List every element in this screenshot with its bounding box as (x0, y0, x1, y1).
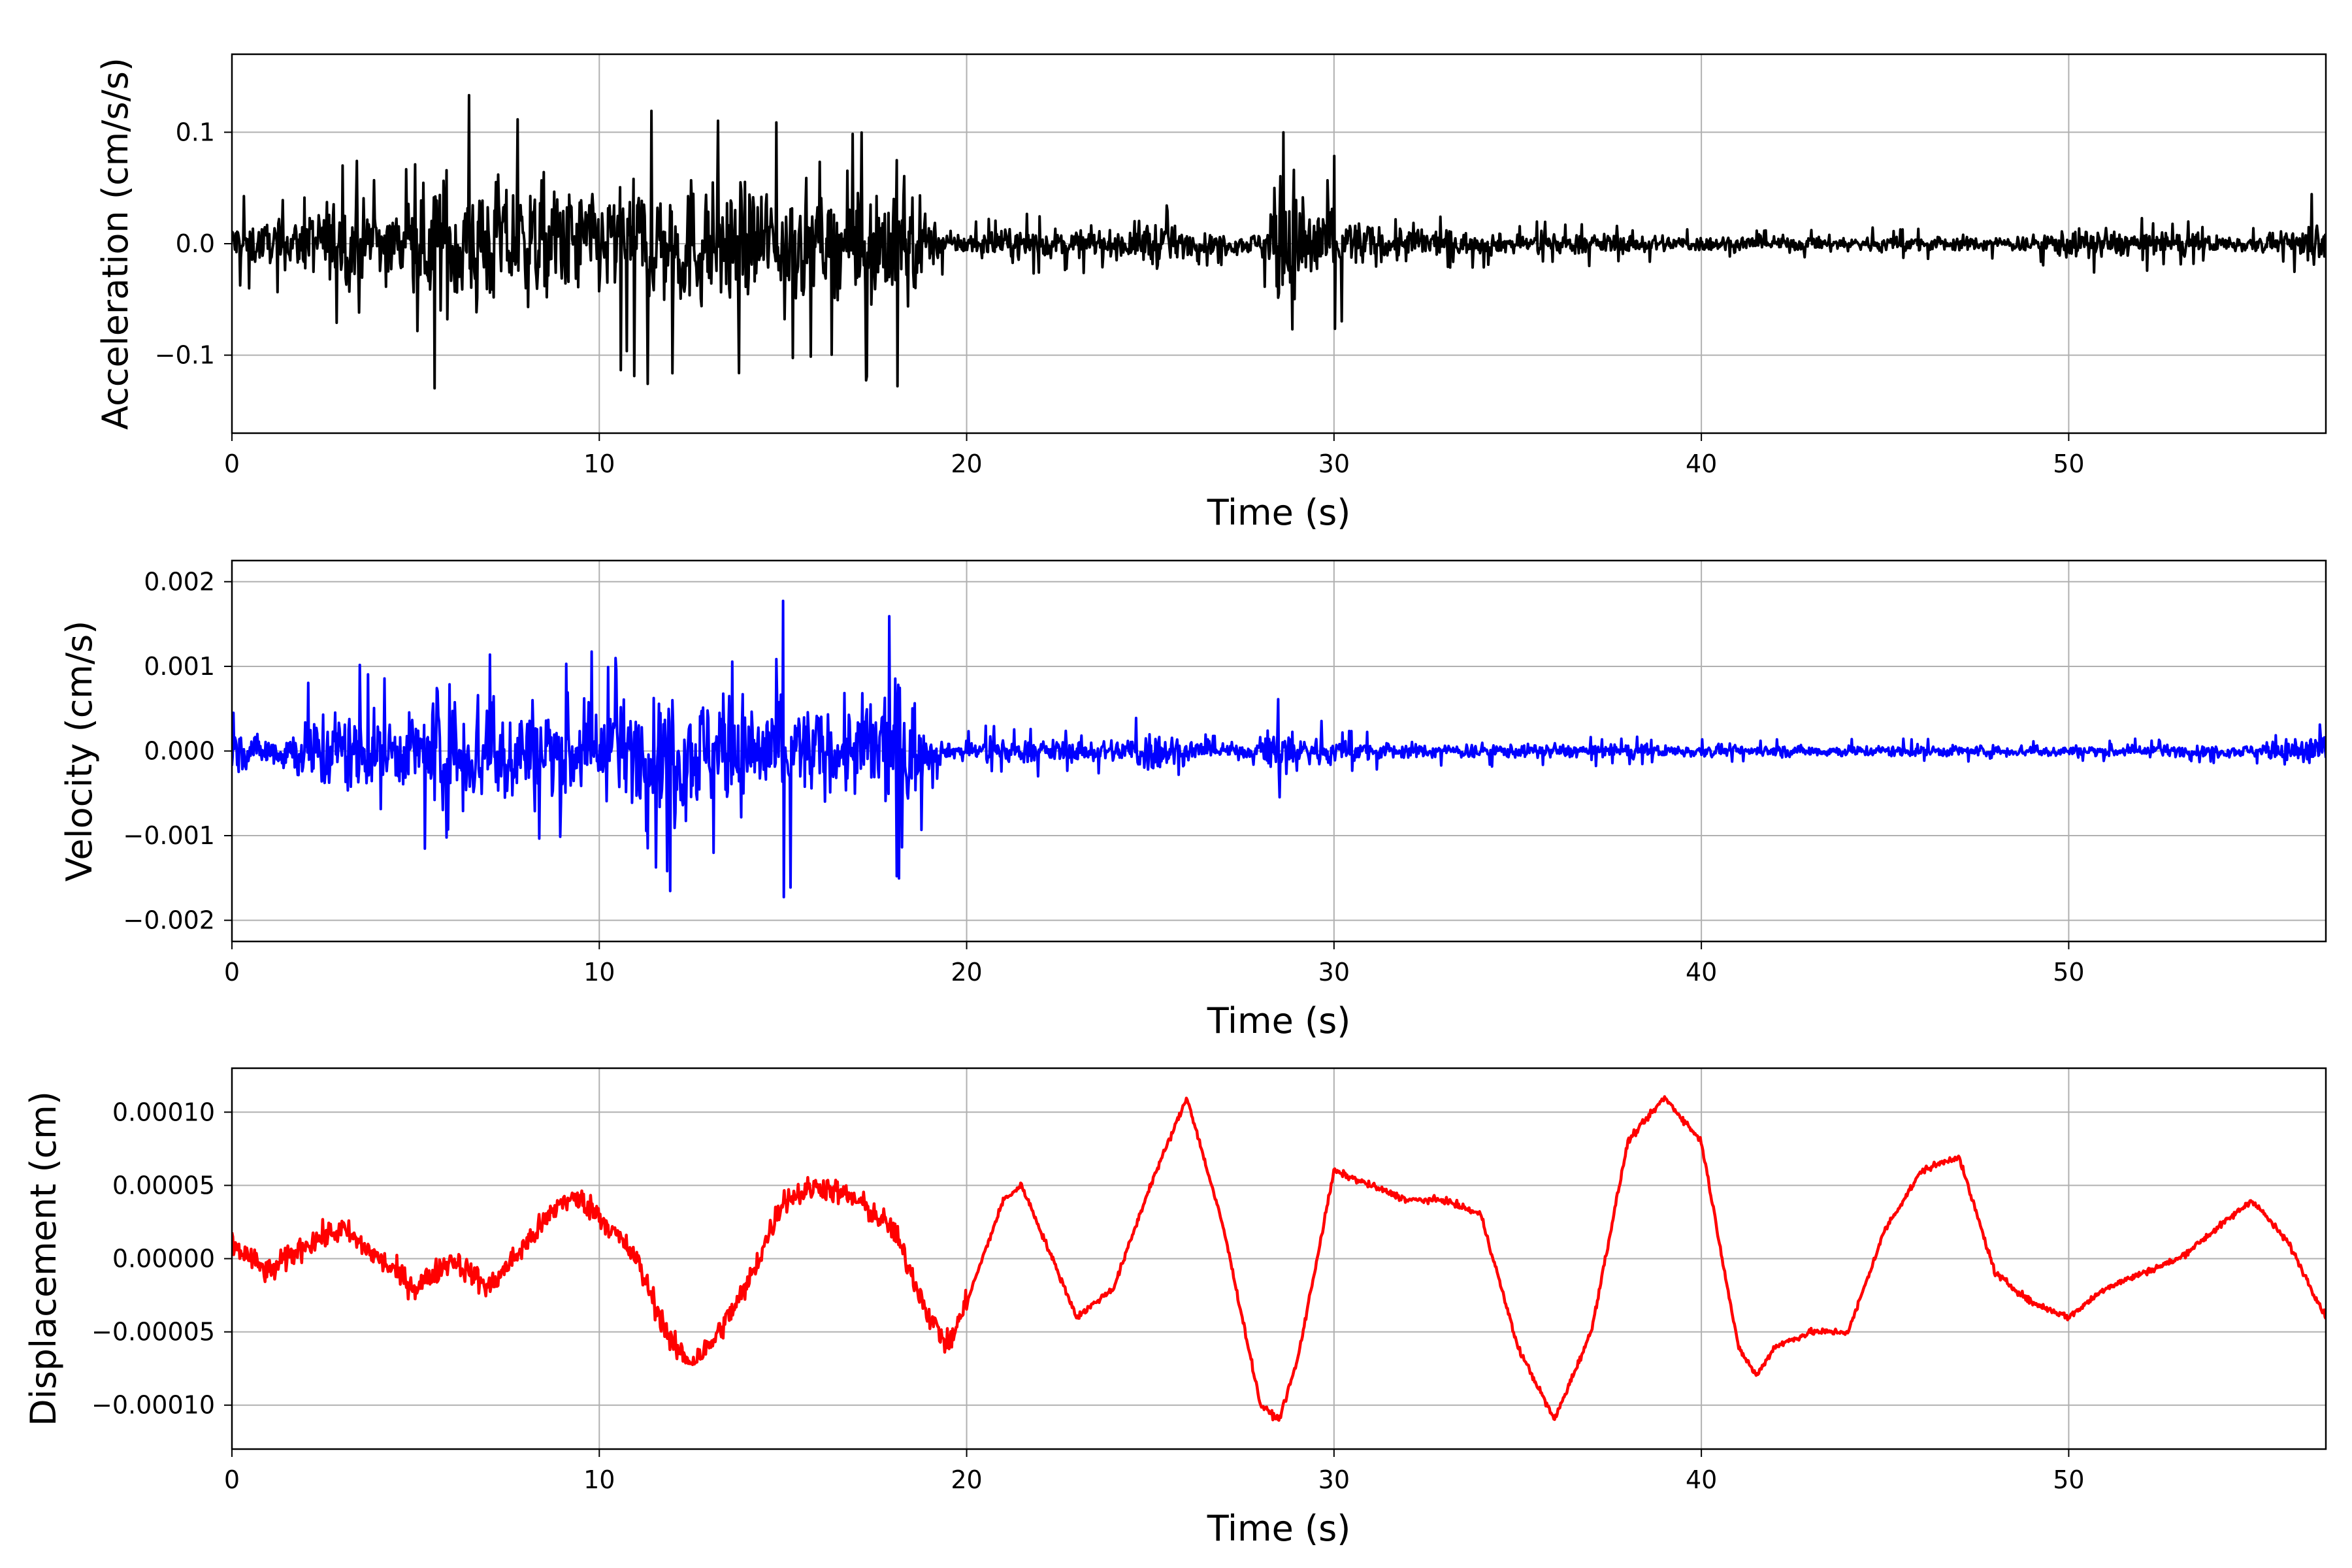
acceleration-ytick-label: −0.1 (155, 341, 215, 370)
displacement-ytick-label: −0.00010 (91, 1391, 215, 1420)
displacement-yaxis-label: Displacement (cm) (23, 1091, 64, 1426)
velocity-xtick-label: 0 (224, 958, 240, 987)
acceleration-xtick-label: 0 (224, 449, 240, 478)
displacement-xtick-label: 30 (1318, 1465, 1350, 1494)
displacement-xtick-label: 50 (2053, 1465, 2084, 1494)
velocity-ytick-label: −0.002 (123, 906, 215, 935)
velocity-yaxis-label: Velocity (cm/s) (59, 621, 100, 882)
acceleration-chart: 0 10 20 30 40 50 −0.1 0.0 0.1 Time (s) Acceleratio… (95, 53, 2327, 533)
displacement-xaxis-label: Time (s) (1207, 1508, 1351, 1549)
velocity-ytick-label: 0.002 (144, 567, 215, 596)
displacement-ytick-label: 0.00005 (112, 1171, 215, 1200)
displacement-xtick-label: 40 (1686, 1465, 1717, 1494)
displacement-ytick-label: 0.00010 (112, 1098, 215, 1126)
velocity-ytick-label: 0.001 (144, 652, 215, 681)
displacement-ytick-label: −0.00005 (91, 1318, 215, 1347)
acceleration-series-line (232, 93, 2326, 390)
velocity-xtick-label: 10 (583, 958, 615, 987)
velocity-xtick-label: 40 (1686, 958, 1717, 987)
velocity-chart: 0 10 20 30 40 50 −0.002 −0.001 0.000 0.001 0.002 Ti… (59, 559, 2327, 1041)
velocity-series-line (232, 599, 2326, 899)
displacement-ytick-label: 0.00000 (112, 1245, 215, 1273)
velocity-xtick-label: 50 (2053, 958, 2084, 987)
velocity-xtick-label: 20 (951, 958, 982, 987)
acceleration-xaxis-label: Time (s) (1207, 492, 1351, 533)
displacement-xtick-label: 0 (224, 1465, 240, 1494)
displacement-xtick-label: 20 (951, 1465, 982, 1494)
velocity-ytick-label: −0.001 (123, 821, 215, 850)
velocity-xaxis-label: Time (s) (1207, 1000, 1351, 1041)
acceleration-xtick-label: 50 (2053, 449, 2084, 478)
displacement-xtick-label: 10 (583, 1465, 615, 1494)
acceleration-xtick-label: 40 (1686, 449, 1717, 478)
velocity-ytick-label: 0.000 (144, 737, 215, 766)
acceleration-xtick-label: 30 (1318, 449, 1350, 478)
acceleration-ytick-label: 0.1 (176, 118, 215, 146)
acceleration-xtick-label: 20 (951, 449, 982, 478)
velocity-xtick-label: 30 (1318, 958, 1350, 987)
displacement-chart: 0 10 20 30 40 50 −0.00010 −0.00005 0.00000 0.0000… (23, 1067, 2327, 1549)
acceleration-yaxis-label: Acceleration (cm/s/s) (95, 57, 136, 430)
acceleration-xtick-label: 10 (583, 449, 615, 478)
acceleration-ytick-label: 0.0 (176, 229, 215, 258)
displacement-series-line (232, 1095, 2326, 1422)
